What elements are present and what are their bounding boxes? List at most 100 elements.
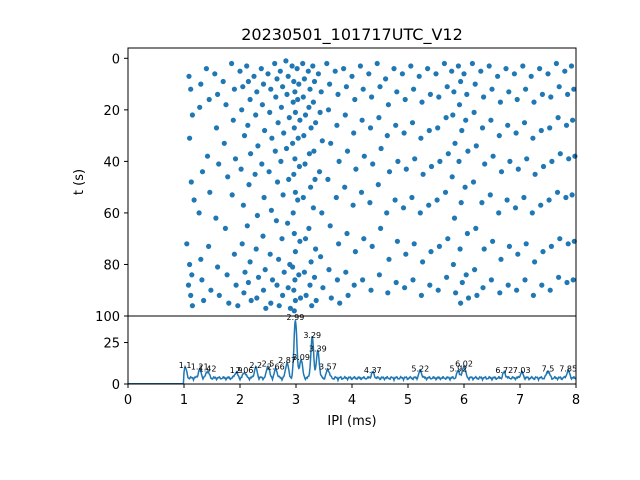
scatter-point xyxy=(294,66,300,72)
histogram-peak-label: 6.72 xyxy=(495,366,513,375)
scatter-point xyxy=(385,102,391,108)
scatter-point xyxy=(332,68,338,74)
scatter-point xyxy=(463,117,469,123)
histogram-peak-label: 1.1 xyxy=(179,361,192,370)
scatter-point xyxy=(420,171,426,177)
histogram-peak-label: 5.22 xyxy=(411,364,429,373)
scatter-point xyxy=(418,292,424,298)
scatter-point xyxy=(220,78,226,85)
scatter-point xyxy=(319,210,325,216)
histogram-peak-label: 1.21 xyxy=(191,363,209,372)
scatter-point xyxy=(302,112,309,118)
scatter-point xyxy=(495,73,501,79)
scatter-point xyxy=(311,274,318,280)
scatter-point xyxy=(267,251,273,257)
scatter-point xyxy=(307,86,313,92)
scatter-point xyxy=(532,171,538,177)
scatter-point xyxy=(409,120,416,126)
scatter-point xyxy=(376,115,382,121)
scatter-point xyxy=(557,236,563,242)
scatter-point xyxy=(306,225,312,231)
scatter-point xyxy=(319,138,325,144)
scatter-point xyxy=(441,60,447,67)
scatter-point xyxy=(490,238,496,244)
scatter-point xyxy=(324,60,330,67)
scatter-point xyxy=(457,246,463,252)
scatter-point xyxy=(498,169,505,175)
histogram-x-ticks: 0 1 2 3 4 5 6 7 8 xyxy=(124,384,580,408)
scatter-point xyxy=(481,94,487,100)
scatter-point xyxy=(435,287,441,293)
scatter-point xyxy=(241,290,247,296)
scatter-point xyxy=(306,151,312,157)
scatter-point xyxy=(259,102,265,108)
scatter-point xyxy=(265,71,271,77)
scatter-point xyxy=(215,91,221,97)
scatter-point xyxy=(269,135,275,141)
scatter-point xyxy=(281,269,287,275)
histogram-panel: 1.1 1.211.42 1.92.062.2 2.52.662.87 2.99 3.09… xyxy=(103,313,580,429)
scatter-point xyxy=(238,166,244,172)
scatter-point xyxy=(553,60,560,67)
scatter-point xyxy=(280,292,286,298)
scatter-point xyxy=(532,259,538,265)
scatter-point xyxy=(417,210,423,216)
histogram-peak-label: 6.02 xyxy=(455,359,473,368)
scatter-point xyxy=(280,192,286,198)
histogram-line xyxy=(128,320,577,385)
scatter-point xyxy=(401,130,407,136)
scatter-point xyxy=(361,236,367,242)
histogram-y-tick-label: 0 xyxy=(112,378,120,393)
scatter-point xyxy=(472,267,478,273)
scatter-point xyxy=(515,166,521,172)
scatter-point xyxy=(426,127,432,134)
scatter-point xyxy=(310,99,316,105)
scatter-point xyxy=(458,200,464,206)
scatter-point xyxy=(199,277,205,283)
scatter-point xyxy=(290,140,296,146)
scatter-point xyxy=(301,76,307,82)
scatter-points xyxy=(184,58,578,314)
scatter-point xyxy=(231,86,237,92)
scatter-point xyxy=(285,285,291,291)
histogram-peak-label: 3.29 xyxy=(303,331,321,340)
scatter-point xyxy=(263,305,269,311)
scatter-point xyxy=(505,282,511,288)
scatter-point xyxy=(286,115,292,121)
scatter-point xyxy=(436,243,442,249)
scatter-point xyxy=(497,99,503,105)
scatter-point xyxy=(481,246,487,252)
scatter-point xyxy=(498,256,504,262)
scatter-point xyxy=(295,96,301,103)
scatter-point xyxy=(296,81,302,87)
scatter-point xyxy=(291,78,297,85)
scatter-y-tick-label: 100 xyxy=(95,310,120,325)
scatter-point xyxy=(188,179,194,185)
scatter-point xyxy=(312,176,318,182)
scatter-point xyxy=(336,158,342,164)
scatter-point xyxy=(408,63,414,69)
scatter-point xyxy=(402,96,408,103)
scatter-point xyxy=(334,122,340,128)
scatter-point xyxy=(300,94,306,100)
scatter-point xyxy=(326,267,332,273)
histogram-peak-label: 1.9 xyxy=(230,366,243,375)
scatter-point xyxy=(470,179,477,185)
scatter-point xyxy=(376,272,382,278)
scatter-point xyxy=(451,89,457,95)
scatter-point xyxy=(291,171,297,177)
histogram-peak-label: 2.2 xyxy=(249,361,262,370)
scatter-point xyxy=(300,194,306,201)
scatter-point xyxy=(245,279,251,286)
scatter-point xyxy=(456,158,462,164)
scatter-point xyxy=(433,71,439,77)
scatter-point xyxy=(546,197,552,203)
scatter-point xyxy=(247,259,253,265)
scatter-point xyxy=(513,130,519,136)
histogram-x-tick-label: 5 xyxy=(404,393,412,408)
scatter-point xyxy=(252,171,258,177)
scatter-point xyxy=(306,104,312,110)
scatter-point xyxy=(343,84,349,90)
scatter-point xyxy=(197,104,203,110)
scatter-point xyxy=(569,192,575,198)
